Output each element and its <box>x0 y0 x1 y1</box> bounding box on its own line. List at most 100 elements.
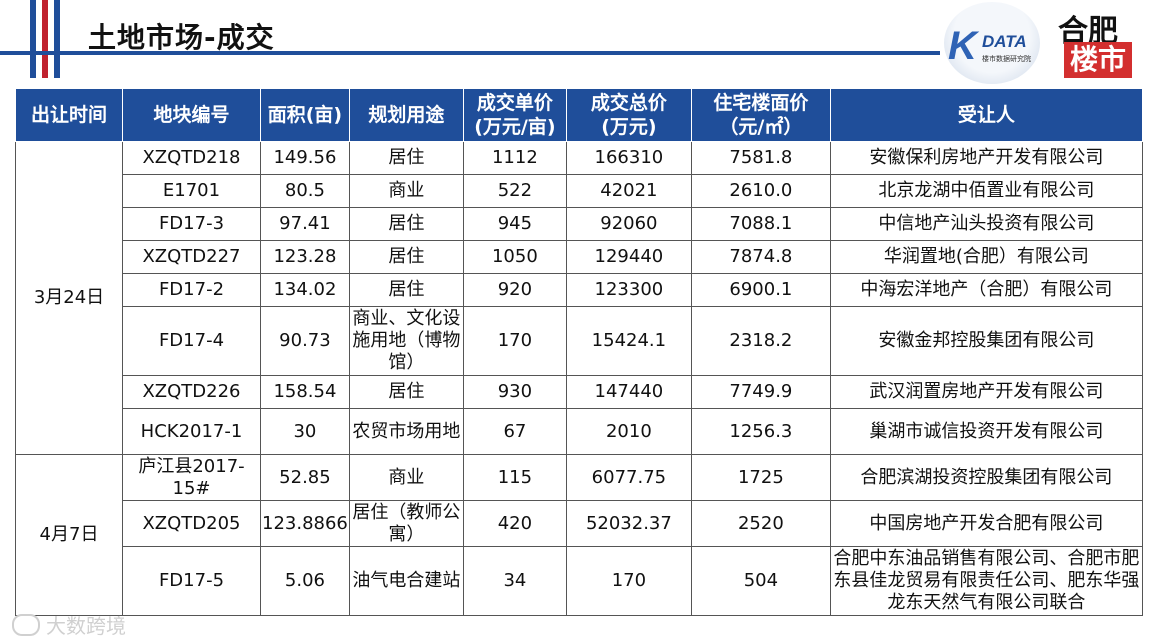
cell-id: FD17-2 <box>122 273 261 307</box>
watermark: 大数跨境 <box>12 610 126 639</box>
kdata-logo: K DATA 楼市数据研究院 <box>944 2 1040 84</box>
cell-area: 80.5 <box>260 174 350 208</box>
cell-unit: 420 <box>462 500 567 547</box>
cell-area: 52.85 <box>260 454 350 501</box>
accent-bar-blue-left <box>30 0 36 78</box>
column-header-5: 成交总价 (万元) <box>565 88 692 142</box>
cell-total: 123300 <box>565 273 692 307</box>
cell-date: 3月24日 <box>15 141 123 455</box>
kdata-logo-mark: K <box>948 24 977 68</box>
cell-buyer: 北京龙湖中佰置业有限公司 <box>829 174 1143 208</box>
cell-area: 5.06 <box>260 546 350 616</box>
table-row: FD17-5 5.06 油气电合建站 34 170 504 合肥中东油品销售有限公司、合肥市… <box>16 546 1143 616</box>
cell-use: 农贸市场用地 <box>348 408 464 455</box>
cell-buyer: 安徽金邦控股集团有限公司 <box>829 306 1143 376</box>
cell-floor: 504 <box>690 546 831 616</box>
cell-unit: 920 <box>462 273 567 307</box>
cell-use: 油气电合建站 <box>348 546 464 616</box>
cell-buyer: 巢湖市诚信投资开发有限公司 <box>829 408 1143 455</box>
cell-use: 居住 <box>348 207 464 241</box>
cell-total: 15424.1 <box>565 306 692 376</box>
kdata-logo-text: DATA <box>982 32 1027 51</box>
table-row: 4月7日 庐江县2017-15# 52.85 商业 115 6077.75 1725 合肥滨湖… <box>15 454 1143 616</box>
cell-buyer: 中国房地产开发合肥有限公司 <box>829 500 1143 547</box>
cell-id: XZQTD205 <box>122 500 261 547</box>
title-underline <box>0 51 940 55</box>
cell-id: XZQTD226 <box>122 375 261 409</box>
hefei-loushi-logo: 合肥 楼市 <box>1052 0 1148 84</box>
cell-buyer: 华润置地(合肥）有限公司 <box>829 240 1143 274</box>
table-row: XZQTD227 123.28 居住 1050 129440 7874.8 华润置地(合肥）… <box>16 240 1143 274</box>
cell-area: 158.54 <box>260 375 350 409</box>
column-header-2: 面积(亩) <box>260 88 350 142</box>
cell-unit: 930 <box>462 375 567 409</box>
cell-use: 商业 <box>348 454 464 501</box>
cell-id: FD17-4 <box>122 306 261 376</box>
cell-floor: 2520 <box>690 500 831 547</box>
cell-use: 商业 <box>348 174 464 208</box>
table-row: XZQTD226 158.54 居住 930 147440 7749.9 武汉润置房地产开发… <box>16 375 1143 409</box>
table-row: HCK2017-1 30 农贸市场用地 67 2010 1256.3 巢湖市诚信投资开发有限… <box>16 408 1143 455</box>
cell-floor: 2318.2 <box>690 306 831 376</box>
cell-use: 商业、文化设施用地（博物馆） <box>348 306 464 376</box>
cell-date: 4月7日 <box>15 454 123 616</box>
cell-buyer: 合肥滨湖投资控股集团有限公司 <box>829 454 1143 501</box>
cell-total: 147440 <box>565 375 692 409</box>
cell-id: XZQTD218 <box>122 141 261 175</box>
cell-id: FD17-5 <box>122 546 261 616</box>
cell-buyer: 中海宏洋地产（合肥）有限公司 <box>829 273 1143 307</box>
cell-area: 90.73 <box>260 306 350 376</box>
page-title: 土地市场-成交 <box>88 21 275 54</box>
cell-unit: 34 <box>462 546 567 616</box>
cell-total: 52032.37 <box>565 500 692 547</box>
cell-buyer: 合肥中东油品销售有限公司、合肥市肥东县佳龙贸易有限责任公司、肥东华强龙东天然气有… <box>829 546 1143 616</box>
cell-unit: 945 <box>462 207 567 241</box>
cell-id: FD17-3 <box>122 207 261 241</box>
cell-id: XZQTD227 <box>122 240 261 274</box>
cell-unit: 1050 <box>462 240 567 274</box>
cell-id: 庐江县2017-15# <box>122 454 261 501</box>
cell-unit: 170 <box>462 306 567 376</box>
cell-id: E1701 <box>122 174 261 208</box>
cell-buyer: 武汉润置房地产开发有限公司 <box>829 375 1143 409</box>
cell-total: 92060 <box>565 207 692 241</box>
cell-area: 134.02 <box>260 273 350 307</box>
cell-unit: 522 <box>462 174 567 208</box>
column-header-6: 住宅楼面价 （元/㎡） <box>690 88 831 142</box>
table-header-row: 出让时间 地块编号 面积(亩) 规划用途 成交单价 (万元/亩) 成交总价 (万元) 住宅楼… <box>15 88 1143 142</box>
watermark-logo-icon <box>12 614 40 636</box>
cell-total: 166310 <box>565 141 692 175</box>
cell-floor: 1725 <box>690 454 831 501</box>
cell-area: 97.41 <box>260 207 350 241</box>
cell-floor: 7581.8 <box>690 141 831 175</box>
cell-area: 123.28 <box>260 240 350 274</box>
land-deal-table: 出让时间 地块编号 面积(亩) 规划用途 成交单价 (万元/亩) 成交总价 (万元) 住宅楼… <box>15 88 1143 616</box>
accent-bar-blue-right <box>54 0 60 78</box>
cell-buyer: 安徽保利房地产开发有限公司 <box>829 141 1143 175</box>
cell-total: 129440 <box>565 240 692 274</box>
cell-floor: 6900.1 <box>690 273 831 307</box>
accent-bar-red <box>42 0 48 78</box>
table-row: FD17-3 97.41 居住 945 92060 7088.1 中信地产汕头投资有限公司 <box>16 207 1143 241</box>
cell-floor: 7874.8 <box>690 240 831 274</box>
hefei-logo-bottom: 楼市 <box>1064 42 1133 78</box>
table-row: FD17-2 134.02 居住 920 123300 6900.1 中海宏洋地产（合肥）有… <box>16 273 1143 307</box>
watermark-text: 大数跨境 <box>46 614 126 638</box>
cell-area: 123.8866 <box>260 500 350 547</box>
cell-unit: 115 <box>462 454 567 501</box>
cell-floor: 7088.1 <box>690 207 831 241</box>
cell-total: 6077.75 <box>565 454 692 501</box>
cell-unit: 67 <box>462 408 567 455</box>
cell-unit: 1112 <box>462 141 567 175</box>
cell-total: 2010 <box>565 408 692 455</box>
column-header-7: 受让人 <box>829 88 1143 142</box>
cell-total: 42021 <box>565 174 692 208</box>
cell-use: 居住 <box>348 240 464 274</box>
cell-floor: 2610.0 <box>690 174 831 208</box>
table-row: FD17-4 90.73 商业、文化设施用地（博物馆） 170 15424.1 2318.… <box>16 306 1143 376</box>
cell-buyer: 中信地产汕头投资有限公司 <box>829 207 1143 241</box>
table-row: XZQTD205 123.8866 居住（教师公寓） 420 52032.37 2520 中… <box>16 500 1143 547</box>
column-header-0: 出让时间 <box>15 88 123 142</box>
cell-use: 居住 <box>348 375 464 409</box>
cell-use: 居住（教师公寓） <box>348 500 464 547</box>
